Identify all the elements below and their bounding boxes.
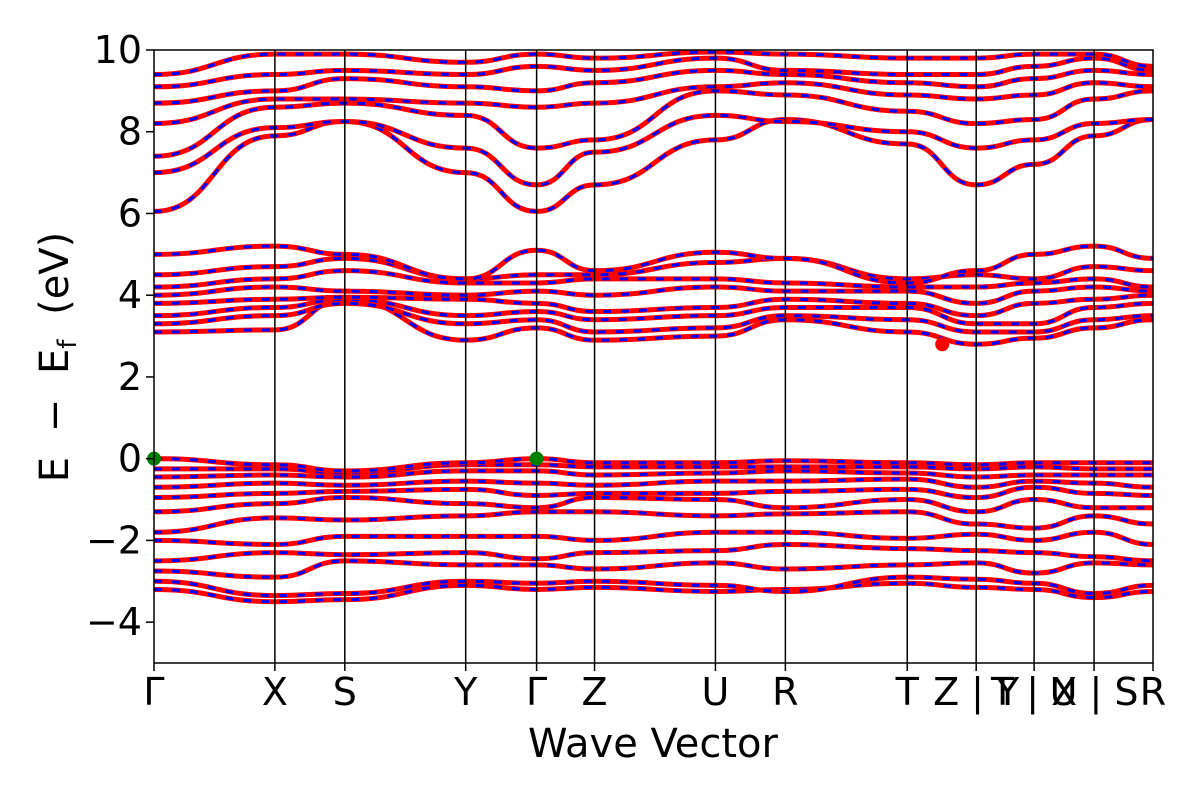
x-tick-label-5: Z <box>582 670 608 714</box>
band-6-spin-up <box>153 494 1153 515</box>
band-2 <box>153 558 1154 580</box>
band-24-spin-down <box>153 68 1154 105</box>
band-edge-markers <box>147 337 950 466</box>
band-15-spin-down <box>153 293 1154 318</box>
band-5-spin-down <box>153 510 1154 534</box>
y-axis-label-minus: − <box>32 399 78 433</box>
band-22-spin-down <box>153 89 1154 158</box>
band-14-spin-down <box>153 297 1154 326</box>
band-13-spin-down <box>153 301 1154 334</box>
band-11-spin-down <box>153 457 1153 473</box>
y-axis-label-unit: (eV) <box>32 232 78 315</box>
band-22 <box>153 88 1154 159</box>
band-6-spin-down <box>153 495 1153 514</box>
band-13 <box>153 300 1154 335</box>
y-tick-label-0: −4 <box>86 600 142 644</box>
y-axis-label-ef: E <box>32 349 78 374</box>
band-7-spin-down <box>153 485 1154 499</box>
band-0 <box>153 580 1154 605</box>
band-7 <box>153 484 1154 500</box>
x-tick-label-10: T | X <box>990 670 1077 715</box>
x-tick-label-7: R <box>772 670 798 714</box>
band-3 <box>153 541 1154 564</box>
band-16 <box>153 284 1154 306</box>
y-axis-label-subscript: f <box>53 339 83 349</box>
band-12-spin-down <box>153 297 1154 346</box>
band-8-spin-down <box>153 477 1154 489</box>
band-1-spin-up <box>153 574 1154 599</box>
y-tick-label-1: −2 <box>86 518 142 562</box>
band-6 <box>153 494 1153 515</box>
band-3-spin-down <box>153 542 1154 563</box>
y-axis-ticks: −4 −2 0 2 4 6 8 10 <box>86 28 154 644</box>
band-2-spin-down <box>153 559 1154 579</box>
band-17-spin-down <box>153 269 1154 289</box>
band-18-spin-down <box>153 256 1154 281</box>
x-axis-label: Wave Vector <box>528 721 779 767</box>
band-24 <box>153 67 1154 106</box>
y-tick-label-5: 6 <box>118 191 142 235</box>
x-tick-label-1: X <box>262 670 288 714</box>
band-5 <box>153 509 1154 535</box>
band-9 <box>153 468 1153 480</box>
x-tick-label-0: Γ <box>143 670 164 714</box>
band-1 <box>153 574 1154 599</box>
x-tick-label-9: Z | Y <box>933 670 1020 715</box>
y-tick-label-2: 0 <box>118 437 142 481</box>
x-tick-label-3: Y <box>453 670 478 714</box>
x-tick-label-11: U | S <box>1050 670 1139 715</box>
y-axis-label: E − Ef (eV) <box>32 232 86 483</box>
band-4 <box>153 529 1154 547</box>
y-tick-label-4: 4 <box>118 273 142 317</box>
y-axis-label-e: E <box>32 457 78 482</box>
bands-layer <box>153 49 1154 605</box>
band-5-spin-up <box>153 509 1154 535</box>
band-23-spin-down <box>153 81 1154 126</box>
band-26 <box>153 49 1154 78</box>
band-18 <box>153 255 1154 282</box>
y-tick-label-7: 10 <box>94 28 142 72</box>
band-2-spin-up <box>153 558 1154 580</box>
cbm-marker-0 <box>935 337 950 352</box>
band-17 <box>153 268 1154 290</box>
x-tick-label-8: T <box>895 670 920 714</box>
band-26-spin-down <box>153 50 1154 77</box>
band-9-spin-down <box>153 469 1153 479</box>
band-16-spin-down <box>153 285 1154 305</box>
band-0-spin-up <box>153 580 1154 605</box>
vbm-marker-1 <box>529 451 544 466</box>
kpath-lines <box>274 50 1095 663</box>
x-tick-label-6: U <box>702 670 730 714</box>
band-4-spin-up <box>153 529 1154 547</box>
band-11 <box>153 456 1153 474</box>
y-tick-label-3: 2 <box>118 355 142 399</box>
band-8 <box>153 476 1154 490</box>
x-tick-label-2: S <box>333 670 357 714</box>
y-tick-label-6: 8 <box>118 110 142 154</box>
band-23 <box>153 80 1154 127</box>
plot-frame <box>153 49 1154 664</box>
x-tick-label-4: Γ <box>526 670 547 714</box>
x-tick-label-12: R <box>1140 670 1166 714</box>
